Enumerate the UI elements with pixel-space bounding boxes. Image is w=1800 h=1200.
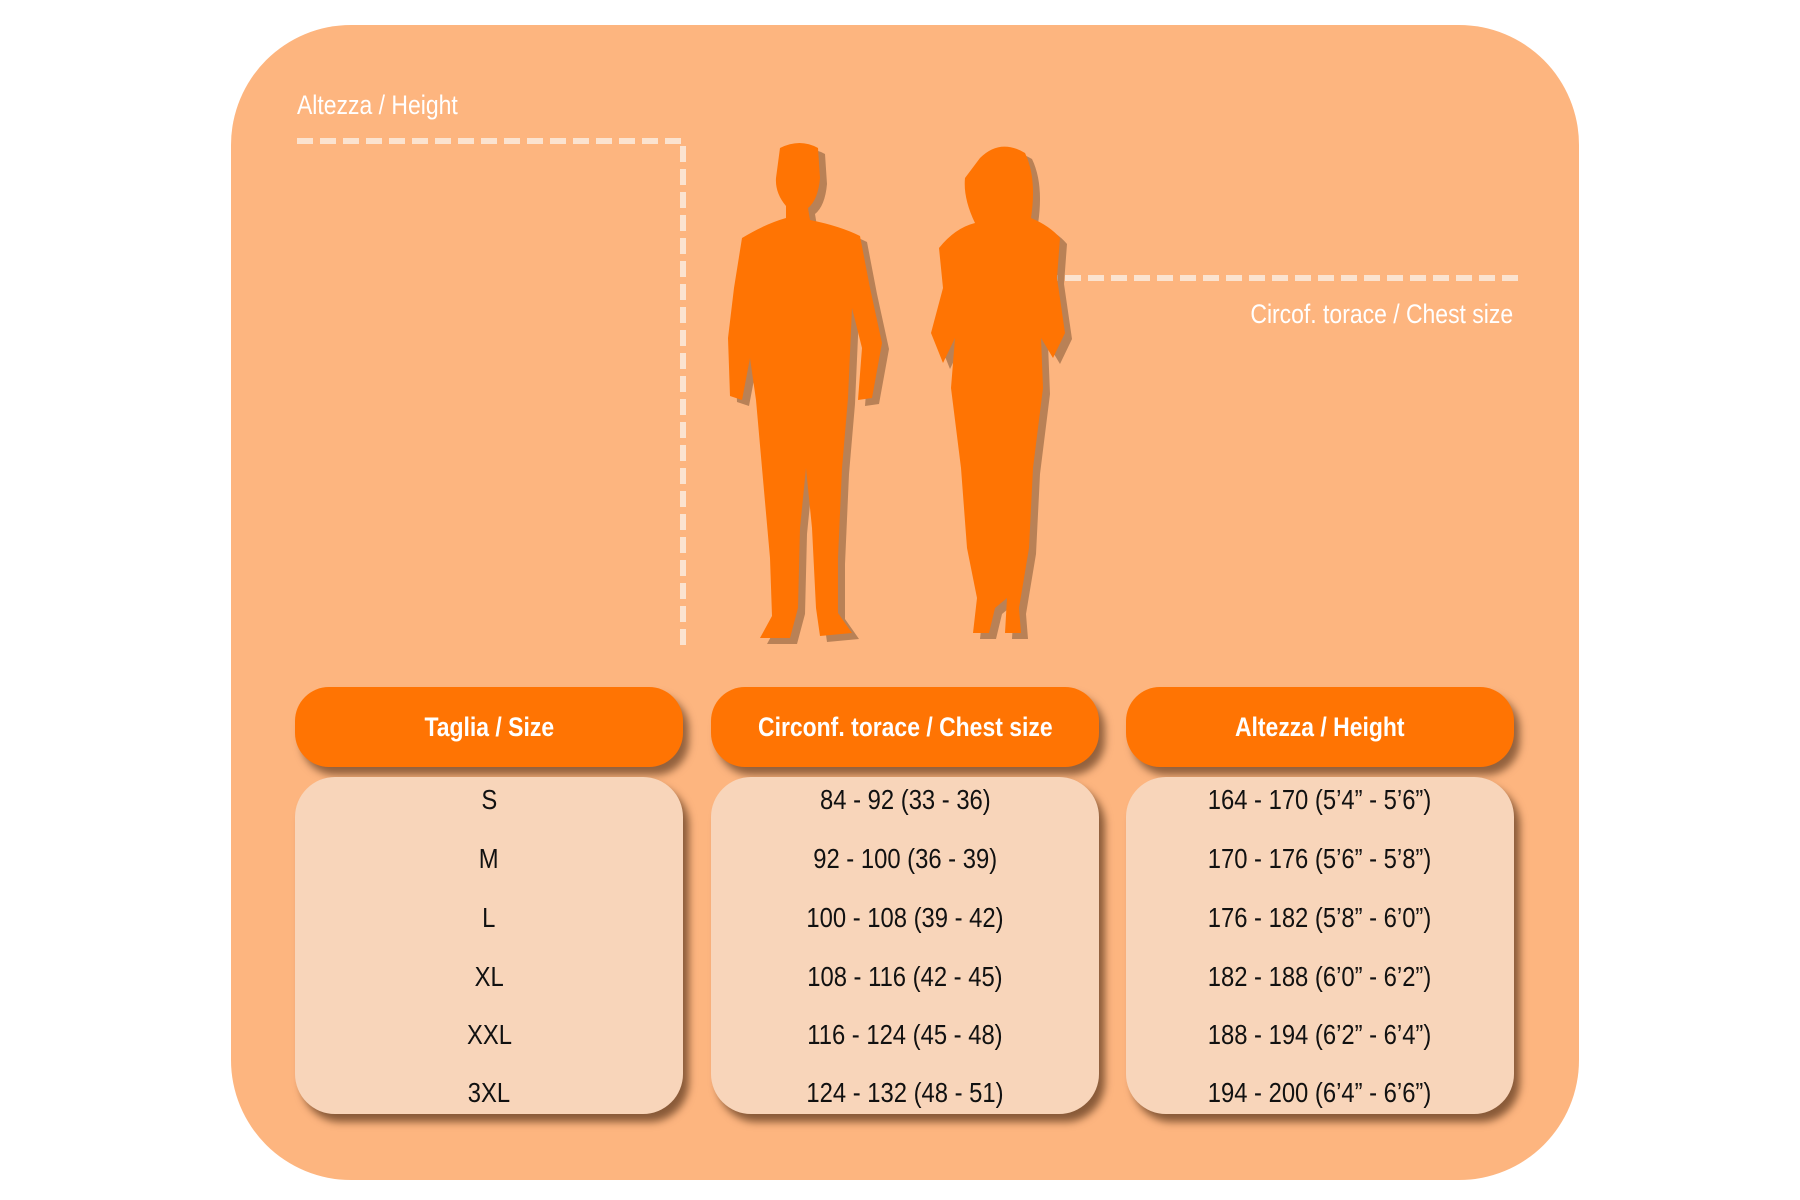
table-cell: 170 - 176 (5’6” - 5’8”) [1126, 843, 1514, 875]
cell-text: XXL [466, 1019, 512, 1050]
cell-text: 182 - 188 (6’0” - 6’2”) [1208, 961, 1432, 992]
header-size-label: Taglia / Size [424, 711, 554, 742]
table-cell: XL [295, 961, 683, 993]
header-height-label: Altezza / Height [1235, 711, 1405, 742]
cell-text: 84 - 92 (33 - 36) [819, 784, 991, 815]
woman-silhouette-icon [931, 146, 1072, 640]
cell-text: 92 - 100 (36 - 39) [813, 843, 997, 874]
cell-text: 108 - 116 (42 - 45) [807, 961, 1003, 992]
cell-text: 124 - 132 (48 - 51) [806, 1077, 1004, 1108]
table-cell: XXL [295, 1019, 683, 1051]
cell-text: 100 - 108 (39 - 42) [806, 902, 1004, 933]
height-label: Altezza / Height [297, 90, 458, 120]
cell-text: 3XL [467, 1077, 511, 1108]
cell-text: 116 - 124 (45 - 48) [807, 1019, 1003, 1050]
table-cell: 84 - 92 (33 - 36) [711, 784, 1099, 816]
table-cell: 124 - 132 (48 - 51) [711, 1077, 1099, 1109]
height-column: 164 - 170 (5’4” - 5’6”) 170 - 176 (5’6” -… [1126, 777, 1514, 1114]
cell-text: M [479, 843, 499, 874]
cell-text: 170 - 176 (5’6” - 5’8”) [1208, 843, 1432, 874]
table-cell: 108 - 116 (42 - 45) [711, 961, 1099, 993]
size-column: S M L XL XXL 3XL [295, 777, 683, 1114]
header-size: Taglia / Size [295, 687, 683, 767]
cell-text: XL [474, 961, 504, 992]
table-cell: 92 - 100 (36 - 39) [711, 843, 1099, 875]
header-height: Altezza / Height [1126, 687, 1514, 767]
man-silhouette-icon [728, 143, 889, 644]
header-chest-label: Circonf. torace / Chest size [757, 711, 1053, 742]
table-cell: L [295, 902, 683, 934]
cell-text: 194 - 200 (6’4” - 6’6”) [1208, 1077, 1432, 1108]
cell-text: 164 - 170 (5’4” - 5’6”) [1208, 784, 1432, 815]
cell-text: 176 - 182 (5’8” - 6’0”) [1208, 902, 1432, 933]
table-cell: 176 - 182 (5’8” - 6’0”) [1126, 902, 1514, 934]
cell-text: L [482, 902, 496, 933]
chest-label: Circof. torace / Chest size [1250, 299, 1513, 329]
table-cell: 164 - 170 (5’4” - 5’6”) [1126, 784, 1514, 816]
header-chest: Circonf. torace / Chest size [711, 687, 1099, 767]
chest-column: 84 - 92 (33 - 36) 92 - 100 (36 - 39) 100 -… [711, 777, 1099, 1114]
table-cell: 116 - 124 (45 - 48) [711, 1019, 1099, 1051]
table-cell: 182 - 188 (6’0” - 6’2”) [1126, 961, 1514, 993]
table-cell: M [295, 843, 683, 875]
cell-text: 188 - 194 (6’2” - 6’4”) [1208, 1019, 1432, 1050]
table-cell: 3XL [295, 1077, 683, 1109]
cell-text: S [481, 784, 497, 815]
table-cell: 194 - 200 (6’4” - 6’6”) [1126, 1077, 1514, 1109]
table-cell: S [295, 784, 683, 816]
table-cell: 188 - 194 (6’2” - 6’4”) [1126, 1019, 1514, 1051]
table-cell: 100 - 108 (39 - 42) [711, 902, 1099, 934]
